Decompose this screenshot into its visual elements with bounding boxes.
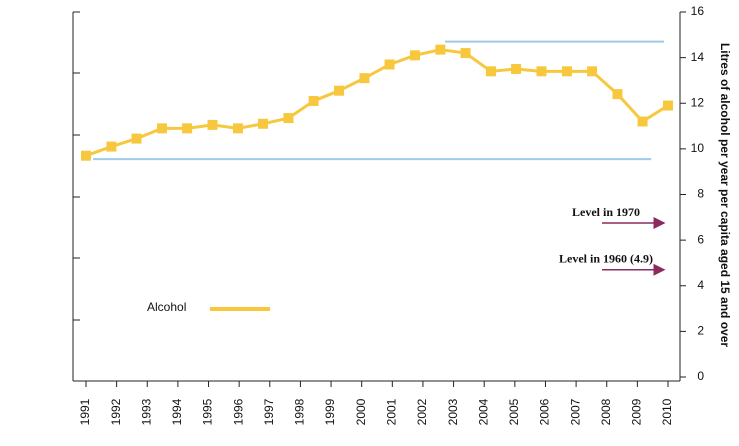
x-tick-label: 1996 <box>231 398 245 425</box>
left-axis-ticks <box>73 11 80 321</box>
x-tick-label: 2001 <box>384 398 398 425</box>
x-tick-label: 1991 <box>78 398 92 425</box>
point-marker <box>485 66 496 77</box>
x-tick-label: 2008 <box>599 398 613 425</box>
point-marker <box>460 48 471 59</box>
x-tick-label: 1997 <box>262 398 276 425</box>
x-tick-label: 1992 <box>109 398 123 425</box>
point-marker <box>283 113 294 124</box>
point-marker <box>536 66 547 77</box>
point-marker <box>384 59 395 70</box>
point-marker <box>663 100 673 111</box>
y-tick-label: 10 <box>691 141 705 155</box>
point-marker <box>612 89 623 100</box>
point-marker <box>334 85 345 96</box>
point-marker <box>156 123 167 134</box>
point-marker <box>81 150 91 161</box>
x-tick-label: 1995 <box>201 398 215 425</box>
x-tick-label: 2002 <box>415 398 429 425</box>
y-tick-label: 14 <box>691 50 705 64</box>
x-tick-label: 2007 <box>568 398 582 425</box>
legend-label: Alcohol <box>147 300 186 314</box>
series-line <box>85 48 669 158</box>
point-marker <box>182 123 193 134</box>
x-tick-label: 1999 <box>323 398 337 425</box>
x-tick-label: 1994 <box>170 398 184 425</box>
y-axis-label: Litres of alcohol per year per capita ag… <box>718 43 732 347</box>
point-marker <box>359 73 370 84</box>
point-marker <box>232 123 243 134</box>
point-marker <box>207 119 218 130</box>
x-tick-label: 2010 <box>660 398 674 425</box>
y-tick-label: 0 <box>697 369 704 383</box>
y-tick-label: 2 <box>697 324 704 338</box>
point-marker <box>561 66 572 77</box>
point-marker <box>637 116 648 127</box>
x-tick-label: 1993 <box>139 398 153 425</box>
point-marker <box>308 95 319 106</box>
point-marker <box>258 118 269 129</box>
x-tick-label: 2005 <box>507 398 521 425</box>
annotation-text: Level in 1960 (4.9) <box>559 252 653 266</box>
point-marker <box>106 141 117 152</box>
y-tick-label: 4 <box>697 278 704 292</box>
y-tick-label: 6 <box>697 232 704 246</box>
y-tick-label: 8 <box>697 187 704 201</box>
y-tick-label: 16 <box>691 4 705 18</box>
x-tick-label: 1998 <box>293 398 307 425</box>
point-marker <box>131 133 142 144</box>
point-marker <box>435 44 446 55</box>
point-marker <box>587 66 598 77</box>
x-tick-label: 2009 <box>630 398 644 425</box>
point-marker <box>511 64 522 75</box>
annotation-text: Level in 1970 <box>572 205 640 219</box>
x-tick-label: 2003 <box>446 398 460 425</box>
x-tick-label: 2006 <box>538 398 552 425</box>
point-marker <box>409 50 420 61</box>
x-tick-label: 2004 <box>476 398 490 425</box>
x-tick-label: 2000 <box>354 398 368 425</box>
y-tick-label: 12 <box>691 95 705 109</box>
